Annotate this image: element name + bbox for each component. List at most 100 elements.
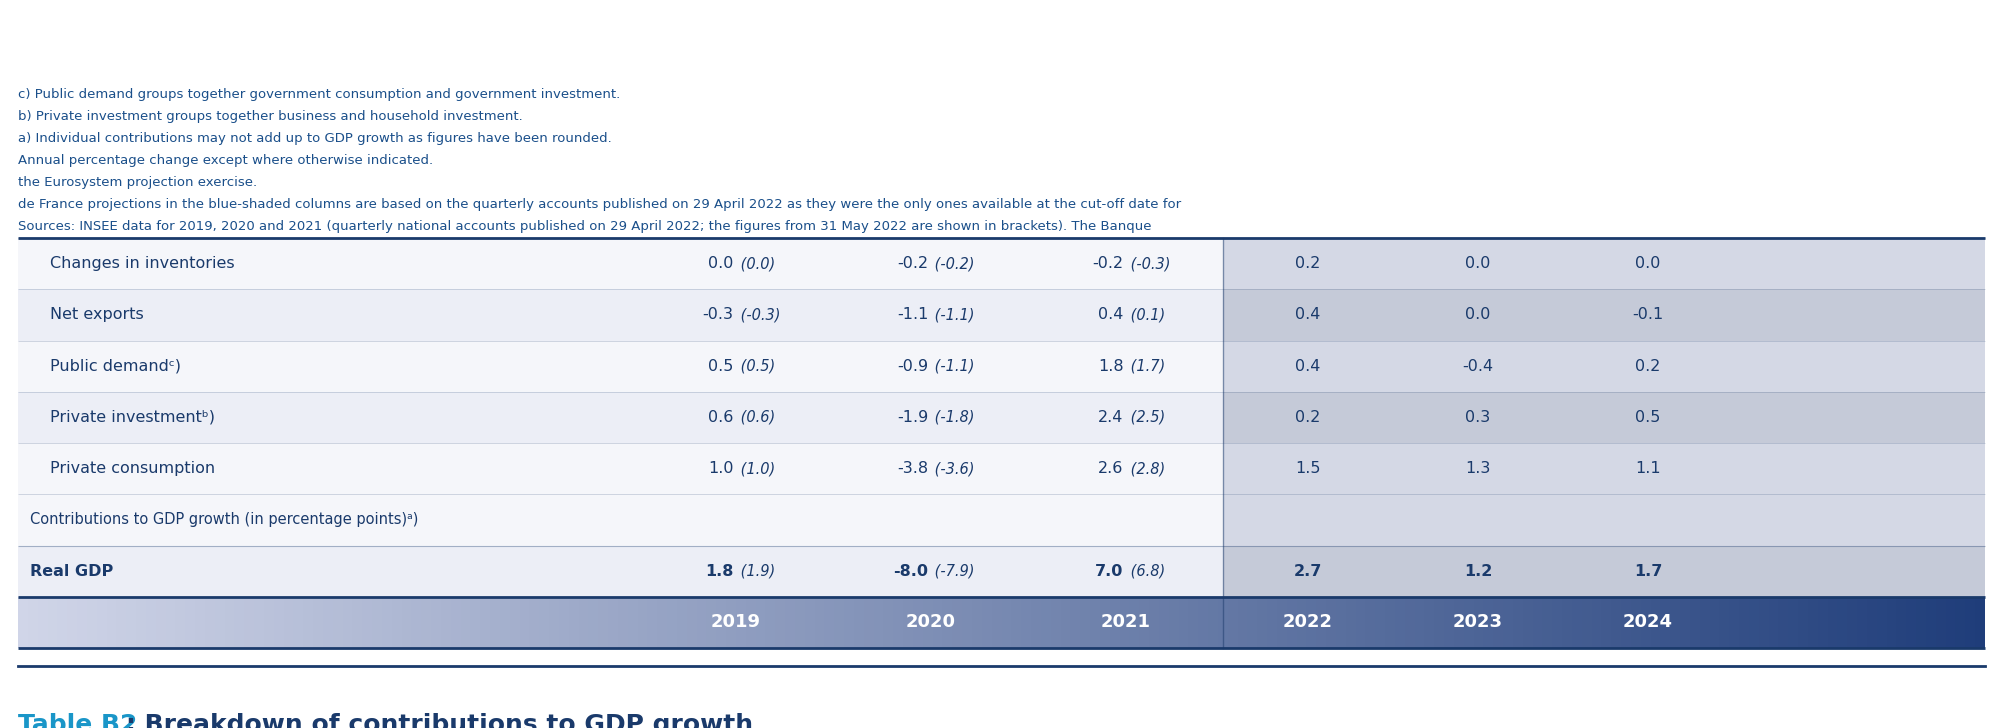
Bar	[1198, 597, 1208, 648]
Bar	[1612, 597, 1622, 648]
Text: -0.1: -0.1	[1632, 307, 1664, 323]
Bar	[648, 597, 658, 648]
Bar	[1224, 392, 1984, 443]
Bar	[18, 545, 1984, 597]
Bar	[716, 597, 726, 648]
Bar	[1660, 597, 1670, 648]
Bar	[18, 392, 1984, 443]
Text: 0.2: 0.2	[1296, 256, 1320, 271]
Bar	[1178, 597, 1188, 648]
Bar	[314, 597, 322, 648]
Text: 2.4: 2.4	[1098, 410, 1124, 425]
Text: c) Public demand groups together government consumption and government investmen: c) Public demand groups together governm…	[18, 88, 620, 101]
Bar	[224, 597, 234, 648]
Bar	[412, 597, 422, 648]
Bar	[598, 597, 608, 648]
Text: 1.7: 1.7	[1634, 563, 1662, 579]
Bar	[1690, 597, 1700, 648]
Bar	[372, 597, 382, 648]
Bar	[912, 597, 922, 648]
Bar	[254, 597, 264, 648]
Text: 2.7: 2.7	[1294, 563, 1322, 579]
Text: 0.2: 0.2	[1296, 410, 1320, 425]
Text: Changes in inventories: Changes in inventories	[50, 256, 234, 271]
Bar	[470, 597, 480, 648]
Bar	[1386, 597, 1394, 648]
Bar	[904, 597, 912, 648]
Bar	[588, 597, 598, 648]
Bar	[1228, 597, 1238, 648]
Bar	[1572, 597, 1582, 648]
Text: (-3.6): (-3.6)	[930, 461, 976, 476]
Bar	[78, 597, 86, 648]
Bar	[1346, 597, 1356, 648]
Bar	[18, 597, 28, 648]
Bar	[1188, 597, 1198, 648]
Bar	[214, 597, 224, 648]
Text: (2.8): (2.8)	[1126, 461, 1164, 476]
Text: 0.3: 0.3	[1466, 410, 1490, 425]
Bar	[1404, 597, 1414, 648]
Bar	[1356, 597, 1366, 648]
Bar	[1956, 597, 1966, 648]
Bar	[558, 597, 568, 648]
Bar	[1306, 597, 1316, 648]
Bar	[1808, 597, 1818, 648]
Bar	[244, 597, 254, 648]
Text: -0.4: -0.4	[1462, 359, 1494, 373]
Text: Real GDP: Real GDP	[30, 563, 114, 579]
Bar	[726, 597, 736, 648]
Bar	[1050, 597, 1060, 648]
Bar	[136, 597, 146, 648]
Bar	[668, 597, 676, 648]
Text: Public demandᶜ): Public demandᶜ)	[50, 359, 180, 373]
Text: 0.6: 0.6	[708, 410, 734, 425]
Bar	[156, 597, 166, 648]
Bar	[864, 597, 874, 648]
Bar	[480, 597, 490, 648]
Bar	[322, 597, 332, 648]
Bar	[1778, 597, 1788, 648]
Text: -3.8: -3.8	[898, 461, 928, 476]
Text: 1.1: 1.1	[1636, 461, 1660, 476]
Bar	[1224, 443, 1984, 494]
Bar	[638, 597, 648, 648]
Bar	[922, 597, 932, 648]
Bar	[1592, 597, 1602, 648]
Bar	[274, 597, 284, 648]
Text: (1.0): (1.0)	[736, 461, 774, 476]
Bar	[1258, 597, 1268, 648]
Bar	[58, 597, 68, 648]
Bar	[1630, 597, 1640, 648]
Bar	[1866, 597, 1876, 648]
Bar	[686, 597, 696, 648]
Text: (-7.9): (-7.9)	[930, 563, 976, 579]
Text: (0.6): (0.6)	[736, 410, 774, 425]
Bar	[972, 597, 982, 648]
Bar	[204, 597, 214, 648]
Bar	[28, 597, 38, 648]
Bar	[1464, 597, 1474, 648]
Text: 7.0: 7.0	[1096, 563, 1124, 579]
Bar	[834, 597, 844, 648]
Bar	[500, 597, 510, 648]
Bar	[942, 597, 952, 648]
Bar	[1886, 597, 1896, 648]
Text: 0.4: 0.4	[1098, 307, 1124, 323]
Bar	[1758, 597, 1768, 648]
Text: b) Private investment groups together business and household investment.: b) Private investment groups together bu…	[18, 110, 522, 123]
Bar	[264, 597, 274, 648]
Bar	[1394, 597, 1404, 648]
Bar	[48, 597, 58, 648]
Bar	[786, 597, 794, 648]
Bar	[1208, 597, 1218, 648]
Bar	[1700, 597, 1710, 648]
Text: (1.7): (1.7)	[1126, 359, 1164, 373]
Text: Sources: INSEE data for 2019, 2020 and 2021 (quarterly national accounts publish: Sources: INSEE data for 2019, 2020 and 2…	[18, 220, 1152, 233]
Bar	[460, 597, 470, 648]
Bar	[844, 597, 854, 648]
Text: 1.3: 1.3	[1466, 461, 1490, 476]
Bar	[1602, 597, 1612, 648]
Bar	[1926, 597, 1936, 648]
Bar	[1040, 597, 1050, 648]
